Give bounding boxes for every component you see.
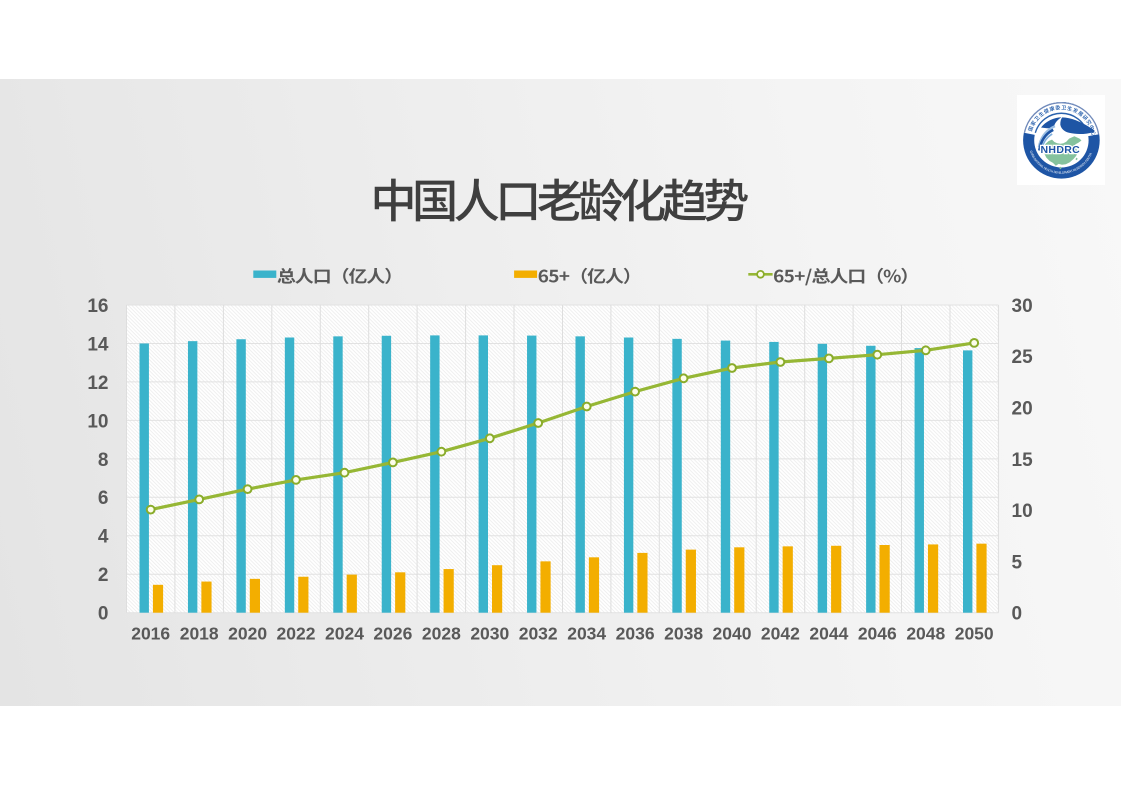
svg-text:2022: 2022 bbox=[277, 623, 316, 643]
svg-text:NHDRC: NHDRC bbox=[1040, 144, 1080, 156]
svg-text:2020: 2020 bbox=[228, 623, 267, 643]
svg-text:4: 4 bbox=[98, 527, 109, 548]
svg-text:8: 8 bbox=[98, 450, 109, 471]
svg-text:25: 25 bbox=[1012, 347, 1034, 368]
svg-text:10: 10 bbox=[1012, 501, 1033, 522]
svg-text:2018: 2018 bbox=[180, 623, 219, 643]
svg-text:2016: 2016 bbox=[131, 623, 170, 643]
svg-text:2030: 2030 bbox=[470, 623, 509, 643]
svg-text:6: 6 bbox=[98, 488, 109, 509]
svg-text:2038: 2038 bbox=[664, 623, 703, 643]
svg-text:12: 12 bbox=[87, 373, 108, 394]
svg-text:0: 0 bbox=[1012, 604, 1023, 625]
svg-text:20: 20 bbox=[1012, 399, 1033, 420]
svg-text:2044: 2044 bbox=[809, 623, 848, 643]
svg-text:2042: 2042 bbox=[761, 623, 800, 643]
svg-text:5: 5 bbox=[1012, 552, 1023, 573]
svg-text:2046: 2046 bbox=[858, 623, 897, 643]
svg-text:2048: 2048 bbox=[906, 623, 945, 643]
svg-text:2026: 2026 bbox=[373, 623, 412, 643]
svg-text:2032: 2032 bbox=[519, 623, 558, 643]
svg-text:0: 0 bbox=[98, 604, 109, 625]
svg-text:15: 15 bbox=[1012, 450, 1034, 471]
svg-text:NHDRC: NHDRC bbox=[1040, 144, 1080, 156]
svg-text:2024: 2024 bbox=[325, 623, 364, 643]
svg-text:2: 2 bbox=[98, 565, 109, 586]
svg-text:30: 30 bbox=[1012, 296, 1033, 317]
svg-text:2034: 2034 bbox=[567, 623, 606, 643]
svg-text:2028: 2028 bbox=[422, 623, 461, 643]
svg-text:14: 14 bbox=[87, 334, 109, 355]
svg-text:16: 16 bbox=[87, 296, 108, 317]
svg-text:2050: 2050 bbox=[955, 623, 994, 643]
svg-text:2040: 2040 bbox=[713, 623, 752, 643]
svg-text:2036: 2036 bbox=[616, 623, 655, 643]
svg-text:10: 10 bbox=[87, 411, 108, 432]
